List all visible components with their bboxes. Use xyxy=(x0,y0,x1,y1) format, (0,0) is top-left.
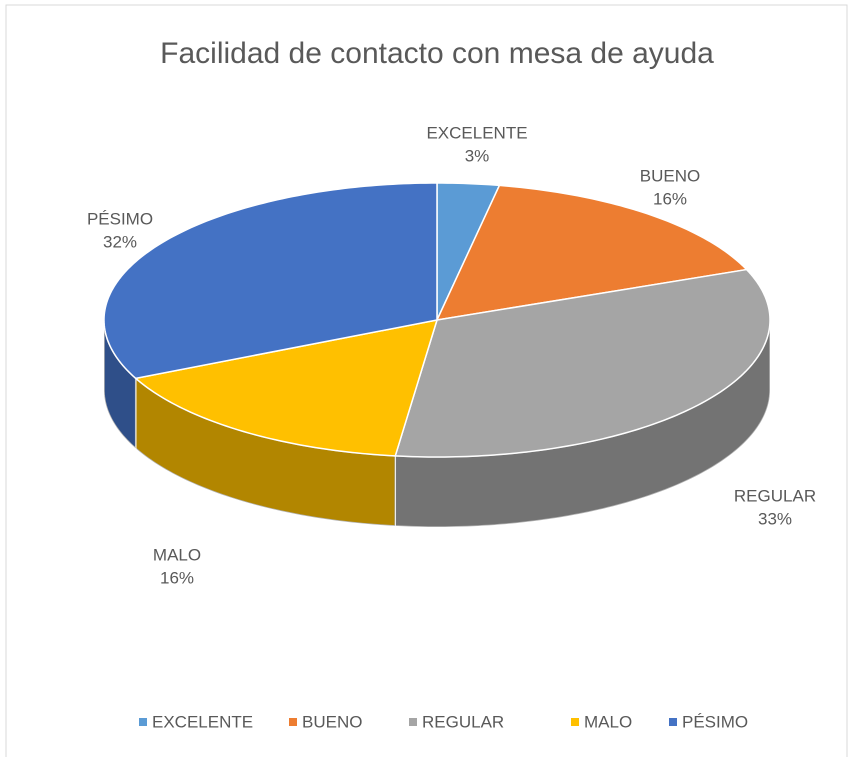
data-label-name: MALO xyxy=(153,545,201,564)
pie-slice xyxy=(394,268,771,458)
chart-title: Facilidad de contacto con mesa de ayuda xyxy=(160,37,714,70)
pie-side-shade xyxy=(395,320,770,527)
legend-marker xyxy=(289,718,297,726)
legend-marker xyxy=(669,718,677,726)
pie-side-shade xyxy=(135,378,396,526)
legend-marker xyxy=(571,718,579,726)
pie-slice xyxy=(103,182,438,380)
legend-label: PÉSIMO xyxy=(682,712,748,731)
legend-label: EXCELENTE xyxy=(152,712,253,731)
data-label-value: 33% xyxy=(758,509,792,528)
data-label-name: EXCELENTE xyxy=(426,123,527,142)
pie-side-shade xyxy=(104,320,136,449)
data-label-name: BUENO xyxy=(640,166,700,185)
legend-label: MALO xyxy=(584,712,632,731)
data-label-name: REGULAR xyxy=(734,486,816,505)
pie-slice xyxy=(435,184,749,321)
legend-marker xyxy=(139,718,147,726)
data-label-value: 16% xyxy=(160,568,194,587)
legend-label: REGULAR xyxy=(422,712,504,731)
pie-slice xyxy=(134,319,439,457)
data-label-value: 16% xyxy=(653,189,687,208)
legend-label: BUENO xyxy=(302,712,362,731)
data-label-name: PÉSIMO xyxy=(87,209,153,228)
legend-marker xyxy=(409,718,417,726)
data-label-value: 32% xyxy=(103,232,137,251)
data-label-value: 3% xyxy=(465,146,490,165)
